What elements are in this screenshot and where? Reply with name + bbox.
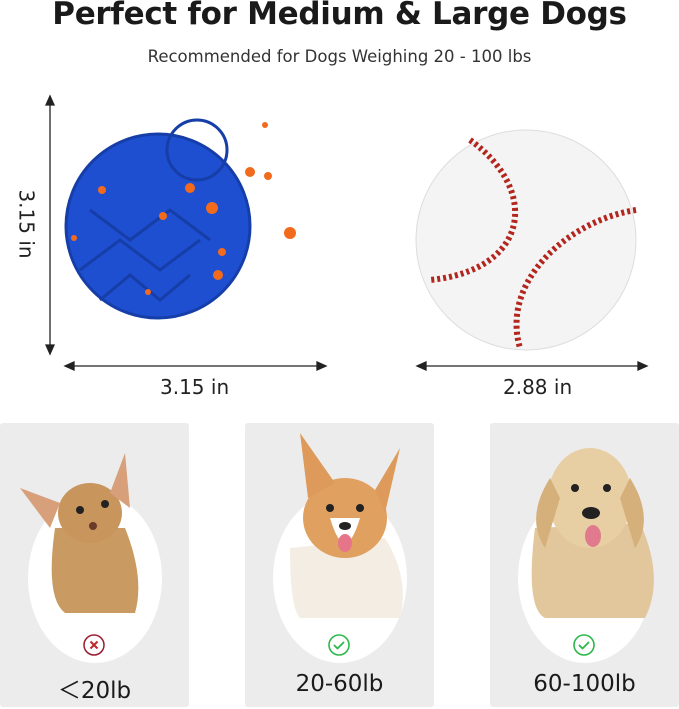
baseball-width-label: 2.88 in <box>503 375 573 399</box>
dog-ball-image <box>64 118 296 320</box>
paw-emboss <box>165 118 229 182</box>
corgi-image <box>290 433 403 618</box>
weight-label: 60-100lb <box>533 671 636 697</box>
dog-card-medium: 20-60lb <box>245 423 434 707</box>
height-arrow <box>44 94 56 356</box>
page-subtitle: Recommended for Dogs Weighing 20 - 100 l… <box>147 47 532 66</box>
weight-label: 20-60lb <box>295 671 384 697</box>
size-diagram <box>44 94 649 372</box>
baseball-width-arrow <box>415 360 649 372</box>
height-label: 3.15 in <box>14 189 39 259</box>
width-arrow <box>63 360 328 372</box>
x-circle-icon <box>83 634 105 656</box>
check-circle-icon <box>328 634 350 656</box>
check-circle-icon <box>573 634 595 656</box>
page-title: Perfect for Medium & Large Dogs <box>52 0 627 32</box>
weight-label: ＜20lb <box>57 678 132 704</box>
baseball-image <box>415 129 637 351</box>
dog-card-large: 60-100lb <box>490 423 679 707</box>
width-label: 3.15 in <box>160 375 230 399</box>
chihuahua-image <box>20 453 139 613</box>
golden-retriever-image <box>531 448 654 618</box>
dog-card-small: ＜20lb <box>0 423 189 707</box>
